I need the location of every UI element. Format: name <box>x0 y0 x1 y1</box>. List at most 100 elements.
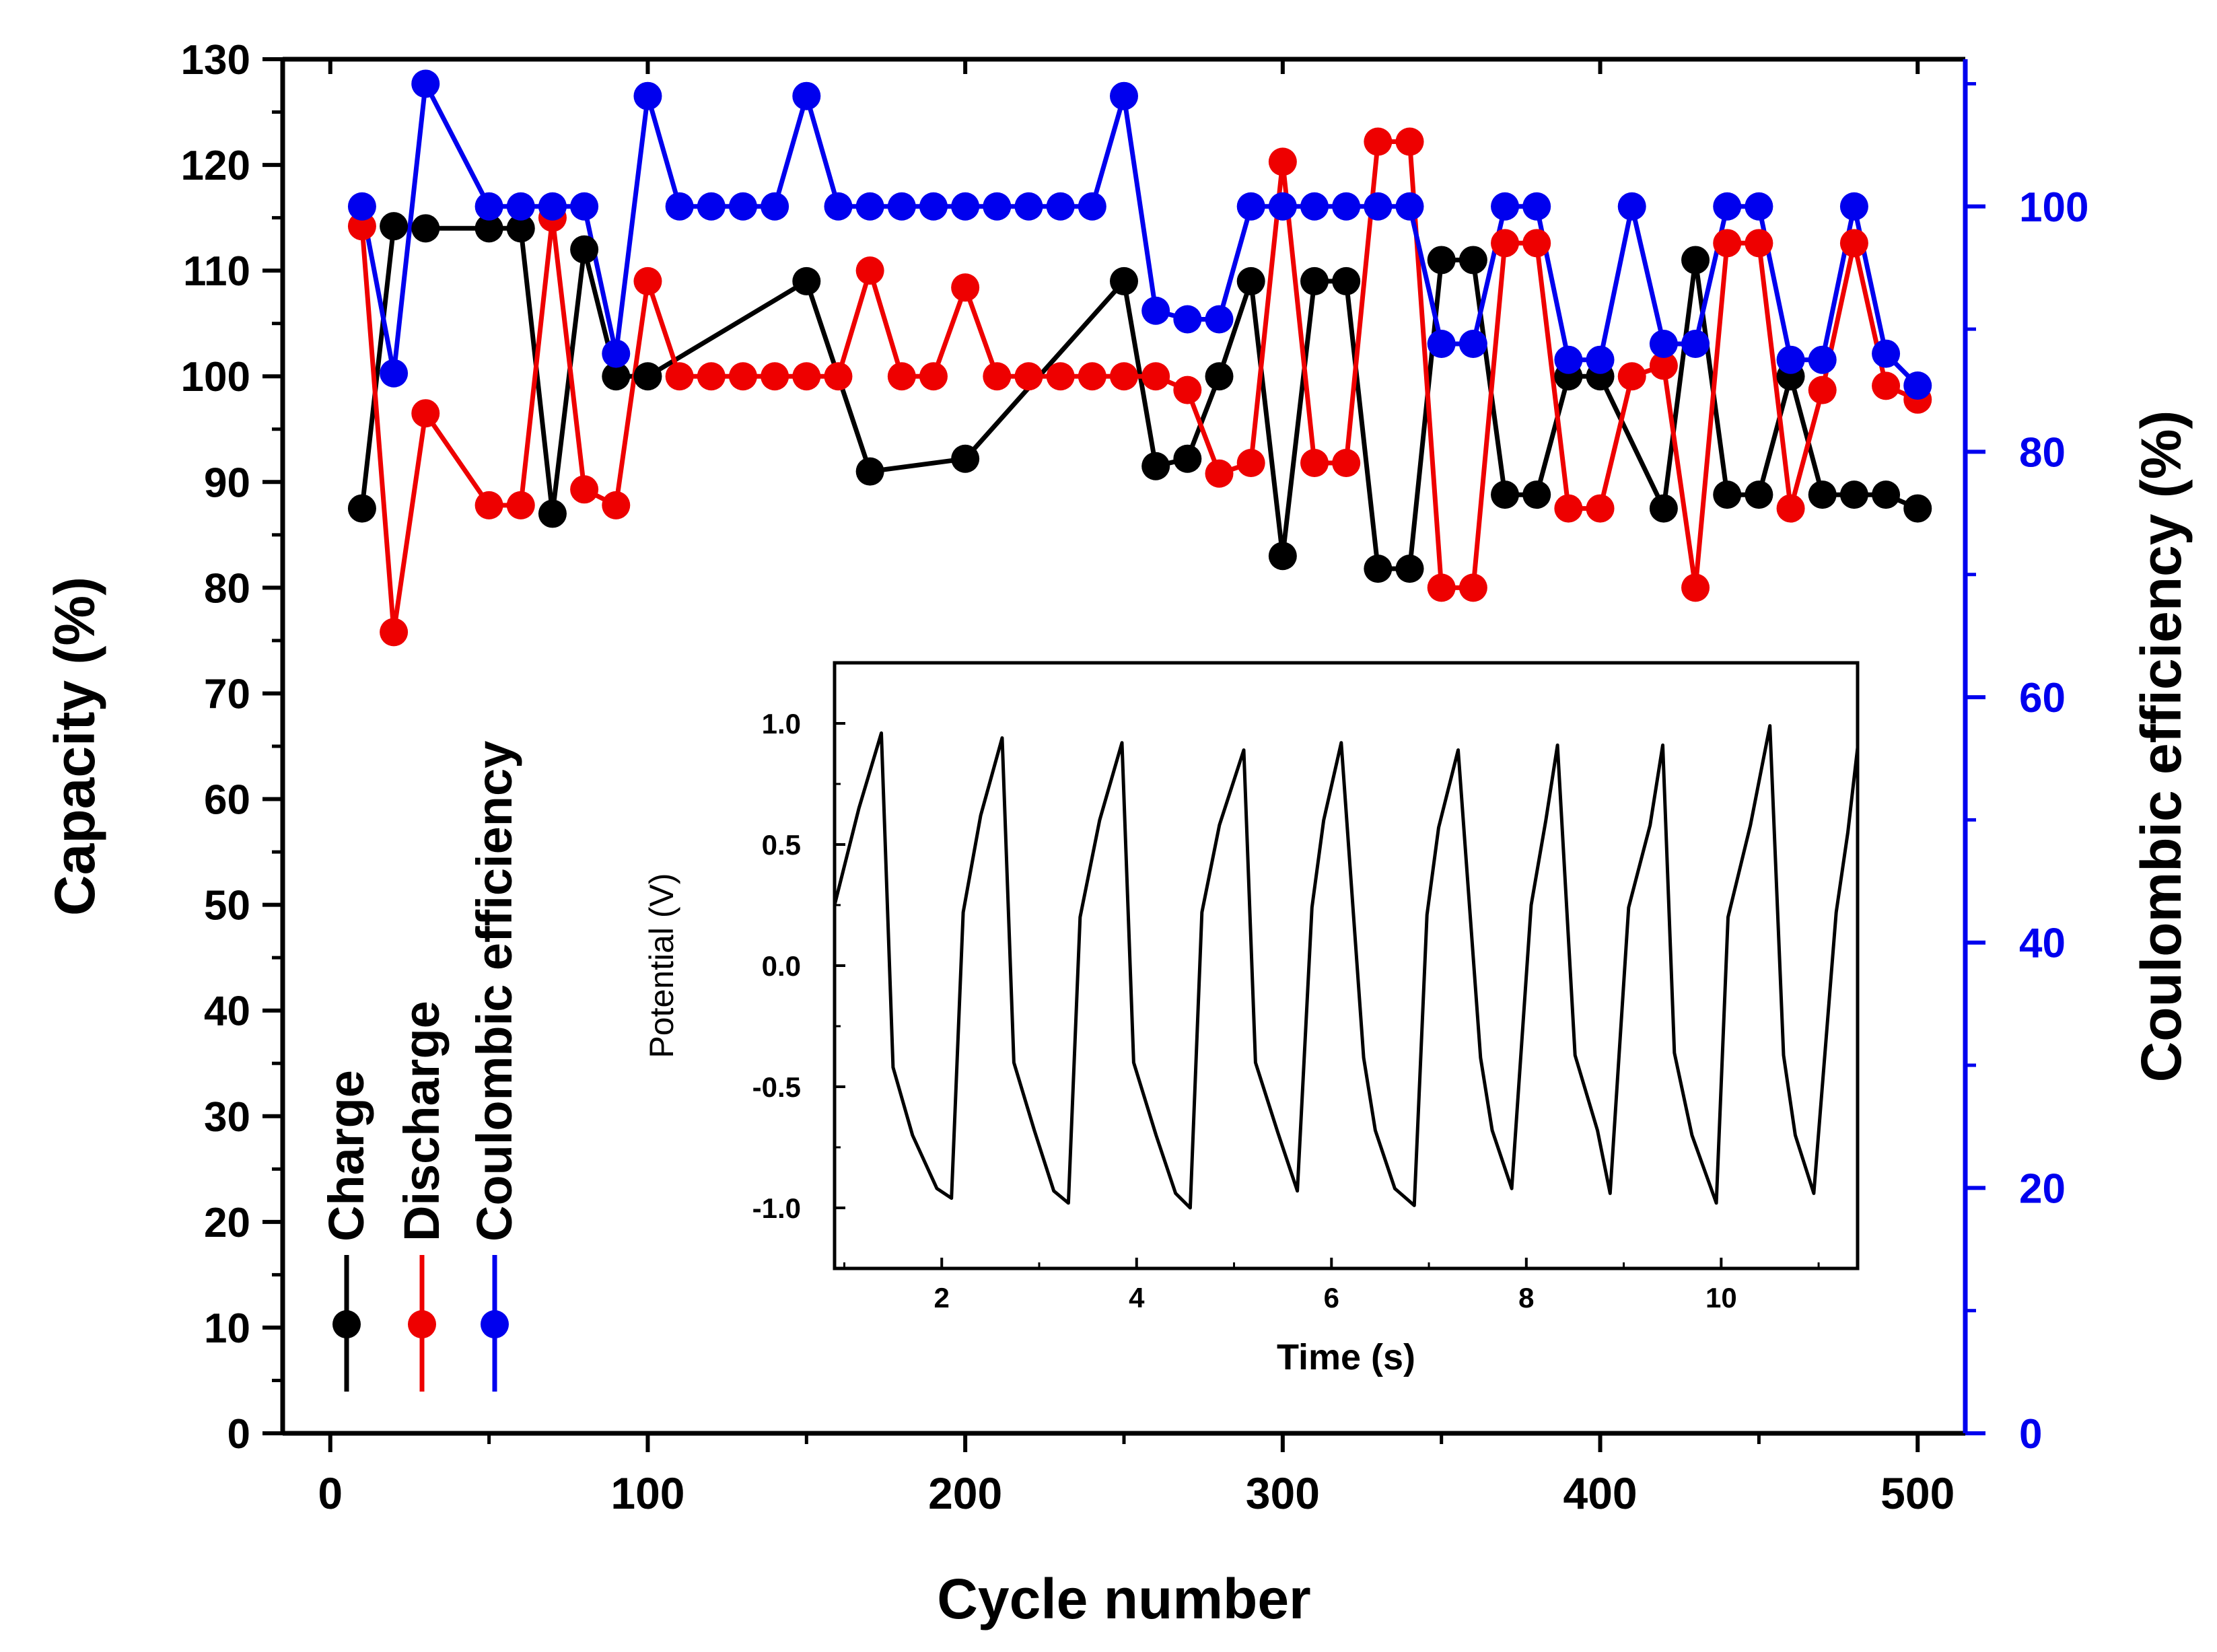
point-coulombic-efficiency <box>1395 192 1424 221</box>
inset-x-tick-label: 6 <box>1324 1282 1339 1314</box>
point-coulombic-efficiency <box>1236 192 1265 221</box>
point-coulombic-efficiency <box>538 192 567 221</box>
point-charge <box>1745 480 1773 509</box>
y-tick-label: 120 <box>181 143 250 189</box>
point-charge <box>1713 480 1742 509</box>
point-charge <box>1808 480 1837 509</box>
inset-x-tick-label: 8 <box>1518 1282 1534 1314</box>
legend-marker <box>408 1310 436 1338</box>
legend: Charge Discharge Coulombic efficiency <box>318 741 522 1392</box>
point-coulombic-efficiency <box>761 192 789 221</box>
point-coulombic-efficiency <box>1300 192 1329 221</box>
point-discharge <box>1522 229 1551 258</box>
point-discharge <box>602 491 631 519</box>
y2-tick-label: 60 <box>2019 675 2066 721</box>
point-discharge <box>983 362 1012 391</box>
inset-frame <box>833 661 1860 1270</box>
point-coulombic-efficiency <box>1110 81 1138 110</box>
point-discharge <box>728 362 757 391</box>
point-charge <box>1395 554 1424 583</box>
point-discharge <box>347 212 376 241</box>
point-discharge <box>1458 573 1487 602</box>
point-discharge <box>1649 351 1678 380</box>
point-coulombic-efficiency <box>1522 192 1551 221</box>
point-discharge <box>761 362 789 391</box>
inset-y-tick-label: 0.0 <box>762 950 801 982</box>
point-discharge <box>1872 371 1901 400</box>
y2-tick-label: 20 <box>2019 1165 2066 1212</box>
y-tick-label: 90 <box>204 460 250 506</box>
x-tick-label: 500 <box>1880 1468 1955 1518</box>
point-coulombic-efficiency <box>1268 192 1297 221</box>
point-discharge <box>1300 449 1329 478</box>
x-tick-label: 300 <box>1246 1468 1320 1518</box>
point-coulombic-efficiency <box>1491 192 1520 221</box>
inset-y-axis-title: Potential (V) <box>643 873 680 1058</box>
point-coulombic-efficiency <box>633 81 662 110</box>
point-discharge <box>1395 127 1424 156</box>
point-charge <box>1332 266 1361 295</box>
point-discharge <box>919 362 948 391</box>
point-coulombic-efficiency <box>1078 192 1106 221</box>
point-discharge <box>1808 375 1837 404</box>
point-charge <box>1903 494 1932 523</box>
point-coulombic-efficiency <box>983 192 1012 221</box>
point-discharge <box>1713 229 1742 258</box>
point-charge <box>411 214 440 243</box>
point-coulombic-efficiency <box>697 192 726 221</box>
inset-x-tick-label: 4 <box>1129 1282 1145 1314</box>
point-discharge <box>1491 229 1520 258</box>
point-discharge <box>1110 362 1138 391</box>
point-coulombic-efficiency <box>1554 345 1583 374</box>
point-coulombic-efficiency <box>1681 329 1710 358</box>
y-tick-label: 40 <box>204 989 250 1035</box>
legend-marker <box>481 1310 509 1338</box>
point-discharge <box>570 475 599 504</box>
point-charge <box>1300 266 1329 295</box>
y-tick-label: 10 <box>204 1305 250 1352</box>
point-coulombic-efficiency <box>1808 345 1837 374</box>
point-discharge <box>824 362 853 391</box>
point-charge <box>474 214 503 243</box>
point-coulombic-efficiency <box>1014 192 1043 221</box>
inset-x-tick-label: 2 <box>934 1282 950 1314</box>
point-coulombic-efficiency <box>1458 329 1487 358</box>
point-discharge <box>633 266 662 295</box>
point-charge <box>1173 444 1202 473</box>
inset-potential-line <box>833 724 1860 1210</box>
point-coulombic-efficiency <box>347 192 376 221</box>
main-series-group <box>347 69 1932 647</box>
y-tick-label: 80 <box>204 565 250 612</box>
legend-marker <box>332 1310 361 1338</box>
point-discharge <box>411 399 440 428</box>
point-coulombic-efficiency <box>506 192 535 221</box>
point-discharge <box>1776 494 1805 523</box>
point-charge <box>380 212 409 241</box>
point-charge <box>602 362 631 391</box>
inset-x-axis-title: Time (s) <box>1277 1337 1415 1377</box>
point-charge <box>792 266 821 295</box>
point-discharge <box>1617 362 1646 391</box>
point-charge <box>1110 266 1138 295</box>
point-discharge <box>1141 362 1170 391</box>
point-charge <box>1141 452 1170 480</box>
point-coulombic-efficiency <box>919 192 948 221</box>
point-coulombic-efficiency <box>474 192 503 221</box>
y-tick-label: 20 <box>204 1200 250 1246</box>
point-coulombic-efficiency <box>1173 305 1202 334</box>
point-charge <box>1205 362 1234 391</box>
point-coulombic-efficiency <box>1649 329 1678 358</box>
point-coulombic-efficiency <box>380 359 409 388</box>
point-charge <box>538 499 567 528</box>
point-coulombic-efficiency <box>1713 192 1742 221</box>
point-coulombic-efficiency <box>1745 192 1773 221</box>
legend-label: Discharge <box>394 1001 450 1242</box>
y2-tick-label: 0 <box>2019 1411 2042 1458</box>
point-charge <box>633 362 662 391</box>
point-discharge <box>1427 573 1456 602</box>
x-tick-label: 100 <box>610 1468 684 1518</box>
point-discharge <box>1681 573 1710 602</box>
point-coulombic-efficiency <box>1205 305 1234 334</box>
main-plot: 0 100 200 300 400 500010203040506070809010011… <box>43 37 2193 1630</box>
